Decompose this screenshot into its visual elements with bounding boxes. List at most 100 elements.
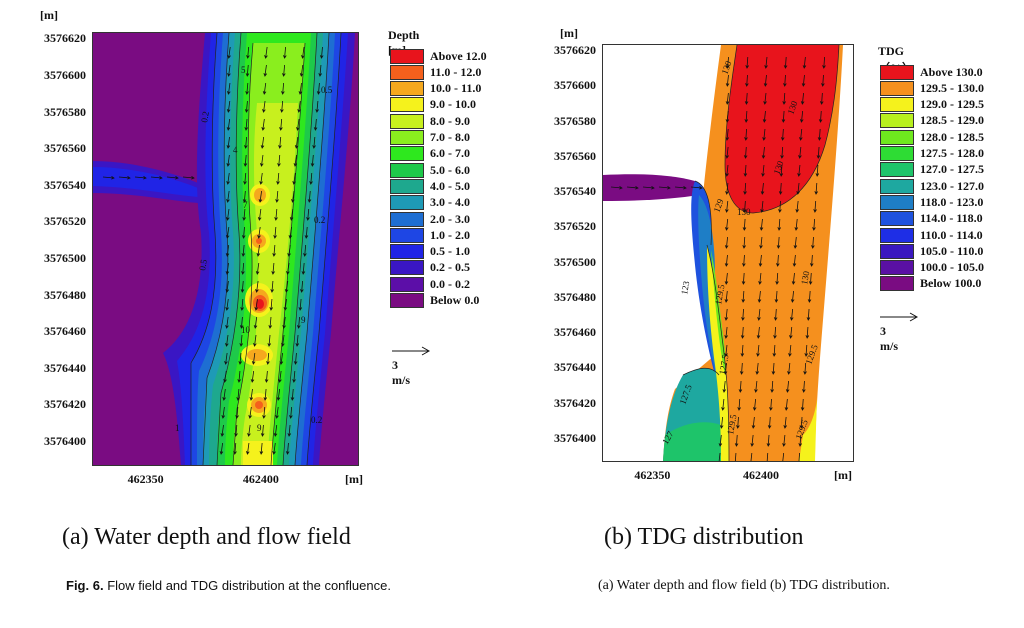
flow-vector-arrow	[799, 128, 803, 141]
flow-vector-arrow	[312, 136, 316, 149]
y-tick-label: 3576460	[554, 325, 596, 340]
flow-vector-arrow	[738, 380, 743, 393]
flow-vector-arrow	[794, 218, 799, 231]
y-tick-label: 3576560	[554, 148, 596, 163]
tdg-contour-lines	[682, 45, 840, 461]
flow-vector-arrow	[821, 74, 825, 87]
flow-vector-arrow	[301, 262, 306, 275]
flow-vector-arrow	[226, 172, 230, 185]
panel-a-y-unit: [m]	[40, 8, 58, 22]
flow-vector-arrow	[792, 254, 797, 267]
legend-swatch	[880, 211, 914, 227]
legend-entry: 0.2 - 0.5	[390, 260, 470, 276]
subcaption-a: (a) Water depth and flow field	[62, 524, 351, 550]
x-tick-label: 462400	[242, 472, 279, 486]
legend-label: 127.5 - 128.0	[920, 146, 984, 160]
svg-text:129: 129	[711, 197, 725, 214]
legend-swatch	[390, 113, 424, 129]
legend-label: 128.0 - 128.5	[920, 129, 984, 144]
svg-text:7: 7	[243, 200, 248, 210]
flow-vector-arrow	[248, 406, 252, 419]
flow-vector-arrow	[807, 290, 812, 303]
flow-vector-arrow	[723, 362, 728, 375]
flow-vectors	[102, 46, 324, 455]
flow-vector-arrow	[791, 272, 796, 285]
y-tick-label: 3576620	[44, 31, 86, 46]
flow-vector-arrow	[780, 146, 784, 159]
x-tick-label: 462400	[743, 468, 780, 482]
flow-vector-arrow	[724, 218, 729, 231]
flow-vector-arrow	[318, 64, 322, 77]
legend-entry: 114.0 - 118.0	[880, 211, 983, 227]
svg-text:130: 130	[785, 99, 799, 116]
flow-vector-arrow	[725, 56, 730, 69]
legend-swatch	[880, 243, 914, 259]
flow-vector-arrow	[260, 424, 265, 437]
flow-vector-arrow	[761, 146, 766, 159]
legend-entry: 127.5 - 128.0	[880, 146, 984, 162]
flow-vector-arrow	[288, 226, 293, 239]
svg-text:5: 5	[241, 65, 246, 75]
flow-vector-arrow	[774, 290, 779, 303]
flow-vector-arrow	[240, 280, 245, 293]
legend-label: 7.0 - 8.0	[430, 130, 470, 144]
flow-vector-arrow	[762, 110, 767, 123]
flow-vector-arrow	[775, 272, 779, 285]
flow-vector-arrow	[253, 316, 258, 329]
tdg-yellow-band	[707, 245, 729, 461]
legend-entry: 3.0 - 4.0	[390, 195, 470, 211]
legend-entry: 129.0 - 129.5	[880, 97, 984, 113]
legend-entry: Above 130.0	[880, 64, 983, 80]
flow-vector-arrow	[719, 416, 724, 429]
flow-vector-arrow	[783, 74, 787, 87]
flow-vector-arrow	[721, 398, 725, 411]
flow-vector-arrow	[626, 185, 639, 190]
flow-vector-arrow	[725, 110, 730, 123]
flow-vector-arrow	[237, 370, 241, 383]
tributary-band-inner	[93, 167, 198, 197]
legend-label: 0.2 - 0.5	[430, 260, 470, 275]
legend-swatch	[880, 178, 914, 194]
flow-vector-arrow	[244, 100, 249, 113]
flow-vector-arrow	[743, 182, 747, 195]
flow-vector-arrow	[246, 442, 250, 455]
legend-entry: 129.5 - 130.0	[880, 80, 984, 96]
legend-label: Below 100.0	[920, 276, 982, 291]
flow-vector-arrow	[278, 136, 282, 149]
legend-swatch	[390, 48, 424, 64]
flow-vector-arrow	[273, 226, 277, 239]
legend-swatch	[880, 260, 914, 276]
x-tick-label: 462350	[634, 468, 671, 482]
flow-vector-arrow	[724, 326, 728, 339]
flow-vector-arrow	[301, 46, 305, 59]
y-tick-label: 3576580	[554, 113, 596, 128]
flow-vector-arrow	[725, 164, 729, 177]
flow-vector-arrow	[245, 82, 249, 95]
flow-vector-arrow	[741, 290, 746, 303]
flow-vector-arrow	[798, 146, 802, 159]
flow-vector-arrow	[182, 175, 195, 180]
flow-vector-arrow	[244, 118, 249, 131]
flow-vector-arrow	[745, 74, 749, 87]
legend-entry: Below 0.0	[390, 293, 479, 309]
legend-entry: 10.0 - 11.0	[390, 81, 481, 97]
flow-vector-arrow	[242, 208, 246, 221]
flow-vector-arrow	[784, 398, 789, 411]
flow-vector-arrow	[819, 92, 824, 105]
flow-vector-arrow	[610, 185, 623, 190]
flow-vector-arrow	[227, 46, 231, 59]
flow-vector-arrow	[782, 434, 786, 447]
flow-vector-arrow	[725, 146, 729, 159]
flow-vector-arrow	[789, 308, 794, 321]
flow-vector-arrow	[280, 100, 284, 113]
y-tick-label: 3576420	[554, 395, 596, 410]
flow-vector-arrow	[255, 280, 259, 293]
flow-vector-arrow	[279, 352, 284, 365]
velocity-scale-label: 3 m/s	[392, 358, 410, 387]
flow-vector-arrow	[798, 452, 800, 461]
flow-vector-arrow	[118, 175, 131, 180]
y-tick-label: 3576500	[44, 250, 86, 265]
flow-vector-arrow	[817, 128, 822, 141]
flow-vector-arrow	[264, 370, 269, 383]
y-tick-label: 3576440	[44, 360, 86, 375]
